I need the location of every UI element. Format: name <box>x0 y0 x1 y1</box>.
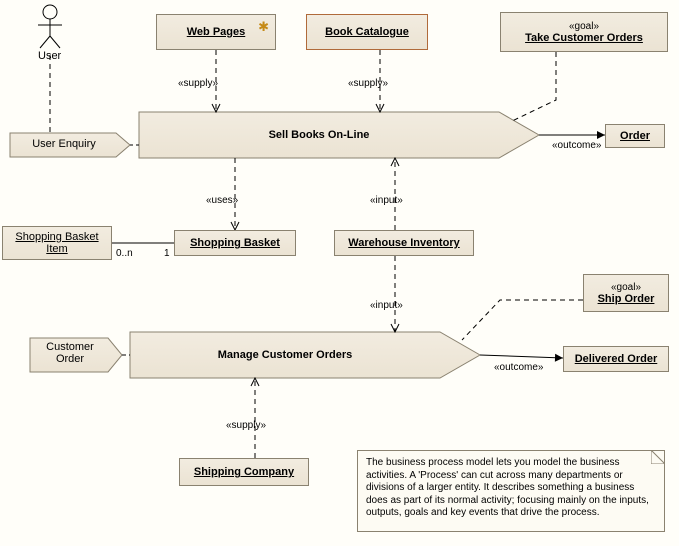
web-pages-label: Web Pages <box>187 26 246 38</box>
actor-user-label: User <box>38 50 61 62</box>
take-customer-orders-stereo: «goal» <box>569 21 599 32</box>
node-ship-order: «goal» Ship Order <box>583 274 669 312</box>
edge-input-2: «input» <box>370 300 403 311</box>
node-take-customer-orders: «goal» Take Customer Orders <box>500 12 668 52</box>
node-book-catalogue: Book Catalogue <box>306 14 428 50</box>
node-shipping-company: Shipping Company <box>179 458 309 486</box>
mult-left: 0..n <box>116 248 133 259</box>
actor-user-figure <box>38 5 62 48</box>
edge-outcome-1: «outcome» <box>552 140 601 151</box>
delivered-order-label: Delivered Order <box>575 353 658 365</box>
process-sell-books-label: Sell Books On-Line <box>139 112 499 158</box>
ship-order-label: Ship Order <box>598 293 655 305</box>
event-customer-order-label: Customer Order <box>34 341 106 365</box>
note-text: The business process model lets you mode… <box>366 457 649 518</box>
node-warehouse-inventory: Warehouse Inventory <box>334 230 474 256</box>
shipping-company-label: Shipping Company <box>194 466 294 478</box>
node-order: Order <box>605 124 665 148</box>
node-shopping-basket-item: Shopping Basket Item <box>2 226 112 260</box>
node-web-pages: Web Pages ✱ <box>156 14 276 50</box>
edge-supply-3: «supply» <box>226 420 266 431</box>
edge-supply-1: «supply» <box>178 78 218 89</box>
edge-input-1: «input» <box>370 195 403 206</box>
edge-supply-2: «supply» <box>348 78 388 89</box>
book-catalogue-label: Book Catalogue <box>325 26 409 38</box>
shopping-basket-item-label: Shopping Basket Item <box>15 231 98 255</box>
edge-uses: «uses» <box>206 195 238 206</box>
edge-outcome-2: «outcome» <box>494 362 543 373</box>
ship-order-stereo: «goal» <box>611 282 641 293</box>
shopping-basket-label: Shopping Basket <box>190 237 280 249</box>
warehouse-inventory-label: Warehouse Inventory <box>348 237 459 249</box>
take-customer-orders-label: Take Customer Orders <box>525 32 643 44</box>
process-manage-orders-label: Manage Customer Orders <box>130 332 440 378</box>
node-delivered-order: Delivered Order <box>563 346 669 372</box>
node-shopping-basket: Shopping Basket <box>174 230 296 256</box>
order-label: Order <box>620 130 650 142</box>
event-user-enquiry-label: User Enquiry <box>14 138 114 150</box>
gear-icon: ✱ <box>258 19 269 35</box>
mult-right: 1 <box>164 248 170 259</box>
note-box: The business process model lets you mode… <box>357 450 665 532</box>
